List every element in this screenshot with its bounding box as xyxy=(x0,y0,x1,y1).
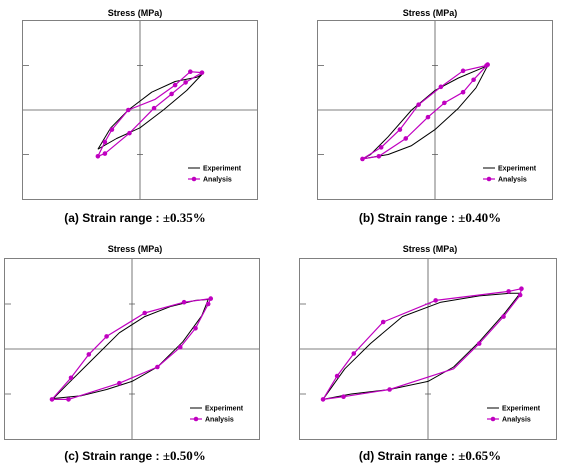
analysis-point xyxy=(320,397,326,402)
chart-panel-c: Stress (MPa) Experiment Analysis (c) Stra… xyxy=(0,236,270,465)
analysis-curve xyxy=(322,288,522,400)
plot-frame xyxy=(4,258,260,440)
analysis-curve xyxy=(362,63,489,160)
caption-range: ±0.50% xyxy=(162,448,206,463)
analysis-point xyxy=(49,397,55,402)
caption-prefix: (b) Strain range : xyxy=(358,211,455,225)
analysis-curve xyxy=(97,71,203,157)
caption-prefix: (a) Strain range : xyxy=(64,211,160,225)
plot-area: Experiment Analysis xyxy=(4,258,260,440)
analysis-point xyxy=(102,139,108,145)
analysis-point xyxy=(376,153,382,159)
analysis-point xyxy=(199,70,205,75)
analysis-point xyxy=(109,127,115,132)
analysis-point xyxy=(442,100,447,106)
caption-prefix: (d) Strain range : xyxy=(358,449,455,463)
analysis-point xyxy=(104,334,109,339)
analysis-point xyxy=(360,156,365,162)
analysis-point xyxy=(68,375,74,381)
analysis-point xyxy=(517,292,523,298)
legend-experiment-label: Experiment xyxy=(498,166,537,173)
analysis-point xyxy=(425,114,431,120)
analysis-point xyxy=(127,130,132,136)
analysis-point xyxy=(183,80,188,85)
analysis-point xyxy=(169,91,174,97)
legend-analysis-marker xyxy=(191,176,197,182)
analysis-point xyxy=(438,84,444,90)
legend-analysis-marker xyxy=(486,176,492,182)
chart-caption: (a) Strain range : ±0.35% xyxy=(0,210,270,226)
analysis-point xyxy=(177,344,183,350)
chart-title: Stress (MPa) xyxy=(107,8,163,18)
analysis-point xyxy=(126,107,131,113)
chart-caption: (d) Strain range : ±0.65% xyxy=(295,448,565,464)
chart-panel-b: Stress (MPa) Experiment Analysis (b) Stra… xyxy=(295,0,565,228)
caption-range: ±0.65% xyxy=(458,448,502,463)
legend-analysis-marker xyxy=(490,416,496,422)
analysis-point xyxy=(142,310,147,316)
analysis-point xyxy=(476,341,482,346)
chart-caption: (c) Strain range : ±0.50% xyxy=(0,448,270,464)
analysis-point xyxy=(86,352,92,357)
legend-analysis-marker xyxy=(193,416,199,422)
plot-frame xyxy=(299,258,557,440)
analysis-point xyxy=(351,351,357,356)
analysis-point xyxy=(485,62,490,67)
chart-panel-a: Stress (MPa) Experiment Analysis (a) Stra… xyxy=(0,0,270,228)
caption-prefix: (c) Strain range : xyxy=(64,449,160,463)
legend-analysis-label: Analysis xyxy=(498,177,527,184)
legend-experiment-label: Experiment xyxy=(205,406,244,413)
experiment-curve xyxy=(322,292,521,400)
analysis-point xyxy=(102,151,108,156)
analysis-point xyxy=(397,127,403,132)
analysis-point xyxy=(188,69,193,75)
analysis-point xyxy=(519,286,524,291)
caption-range: ±0.35% xyxy=(162,210,206,225)
legend-analysis-label: Analysis xyxy=(205,417,234,424)
chart-title: Stress (MPa) xyxy=(107,244,163,254)
analysis-curve xyxy=(51,297,212,400)
analysis-point xyxy=(403,136,409,141)
caption-range: ±0.40% xyxy=(458,210,502,225)
analysis-point xyxy=(193,326,198,331)
legend-experiment-label: Experiment xyxy=(203,166,242,173)
analysis-point xyxy=(506,289,511,294)
chart-title: Stress (MPa) xyxy=(402,8,458,18)
analysis-point xyxy=(378,145,384,150)
experiment-curve xyxy=(362,65,489,160)
analysis-point xyxy=(460,68,466,74)
analysis-point xyxy=(387,387,392,392)
legend-experiment-label: Experiment xyxy=(502,406,541,413)
chart-caption: (b) Strain range : ±0.40% xyxy=(295,210,565,226)
analysis-point xyxy=(471,77,476,83)
plot-frame xyxy=(22,20,258,200)
analysis-point xyxy=(341,394,346,399)
analysis-point xyxy=(416,102,421,107)
analysis-point xyxy=(460,89,466,95)
analysis-point xyxy=(208,296,214,301)
analysis-point xyxy=(95,153,101,159)
analysis-point xyxy=(117,380,122,386)
legend-analysis-label: Analysis xyxy=(502,417,531,424)
analysis-point xyxy=(433,298,438,303)
plot-area: Experiment Analysis xyxy=(22,20,258,200)
analysis-point xyxy=(155,364,160,370)
chart-panel-d: Stress (MPa) Experiment Analysis (d) Stra… xyxy=(295,236,565,465)
analysis-point xyxy=(380,319,386,325)
plot-area: Experiment Analysis xyxy=(317,20,553,200)
legend-analysis-label: Analysis xyxy=(203,177,232,184)
analysis-point xyxy=(151,105,157,111)
analysis-point xyxy=(205,301,211,307)
analysis-point xyxy=(181,299,187,305)
plot-area: Experiment Analysis xyxy=(299,258,557,440)
chart-title: Stress (MPa) xyxy=(402,244,458,254)
plot-frame xyxy=(317,20,553,200)
analysis-point xyxy=(501,314,506,319)
analysis-point xyxy=(172,82,178,88)
analysis-point xyxy=(66,397,71,402)
analysis-point xyxy=(334,373,340,379)
